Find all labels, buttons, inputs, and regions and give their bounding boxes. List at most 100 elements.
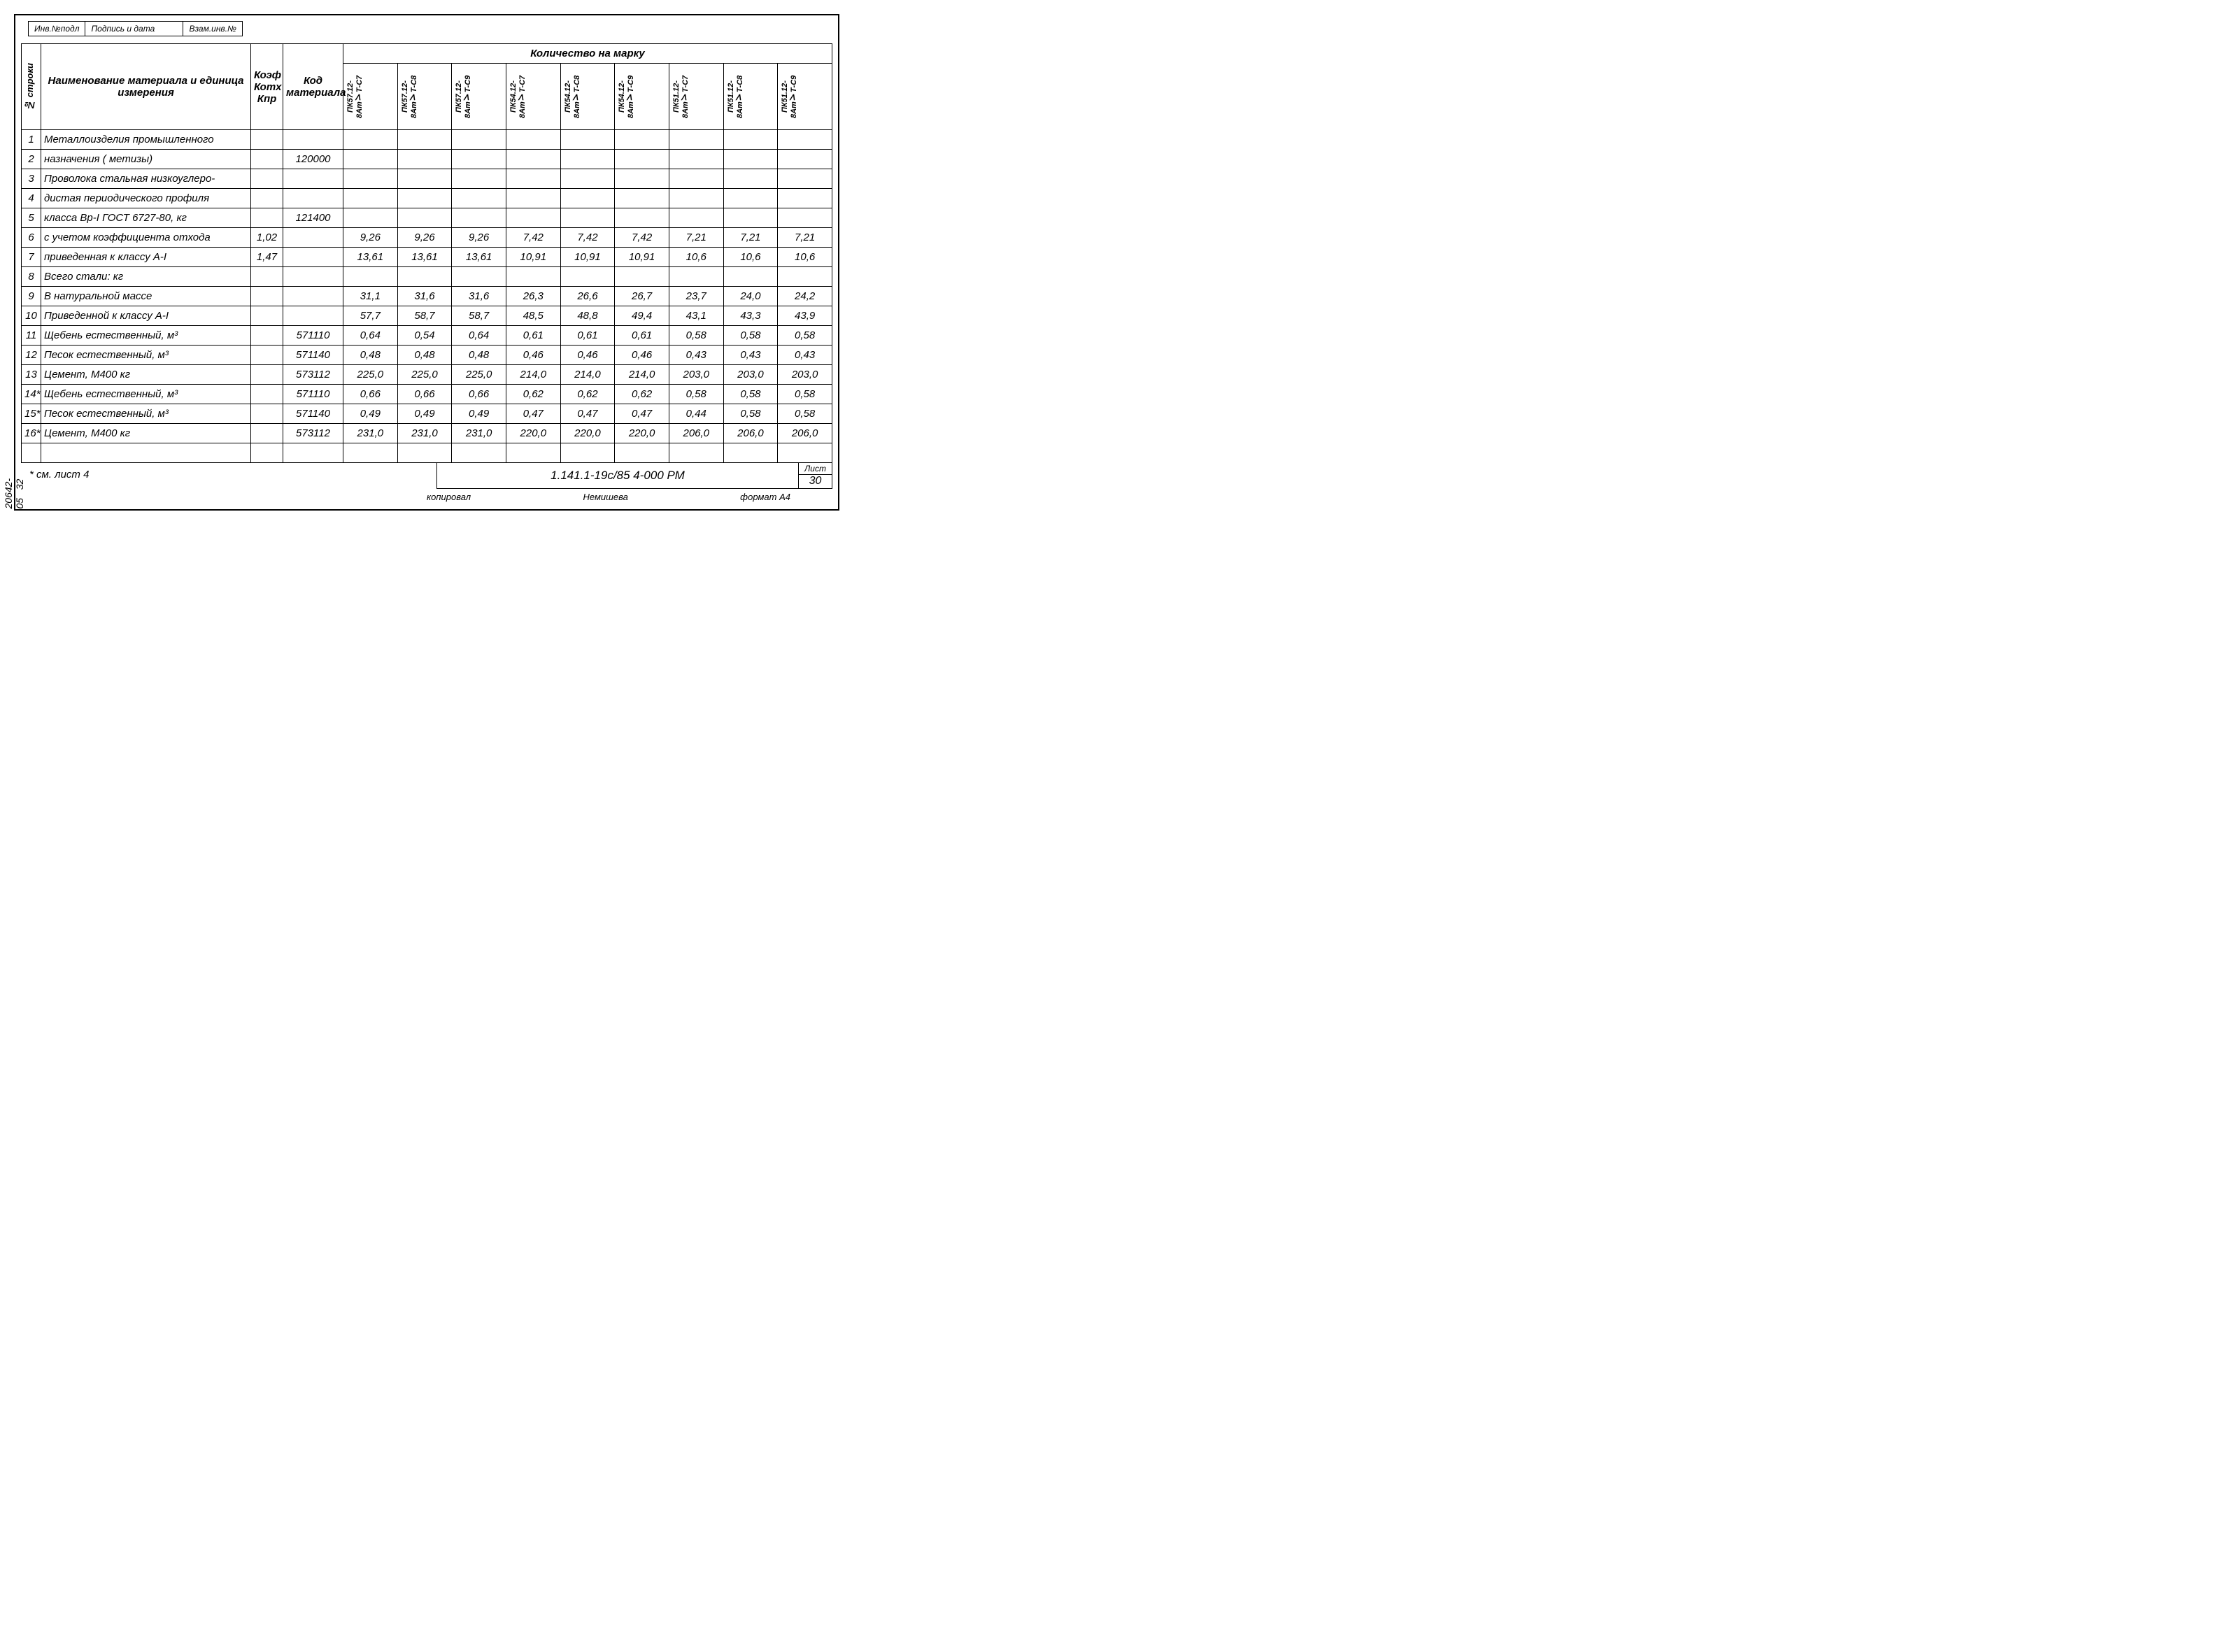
row-koef [251, 130, 283, 150]
row-qty-3 [506, 169, 560, 189]
row-qty-6 [669, 208, 723, 228]
table-row: 15*Песок естественный, м³5711400,490,490… [22, 404, 832, 424]
row-num: 15* [22, 404, 41, 424]
row-qty-3 [506, 130, 560, 150]
row-qty-3: 220,0 [506, 424, 560, 443]
row-kod: 120000 [283, 150, 343, 169]
row-qty-5 [615, 150, 669, 169]
row-qty-5: 0,47 [615, 404, 669, 424]
row-name: Цемент, М400 кг [41, 424, 251, 443]
row-num: 8 [22, 267, 41, 287]
row-qty-5: 49,4 [615, 306, 669, 326]
row-name: класса Вр-I ГОСТ 6727-80, кг [41, 208, 251, 228]
row-qty-1: 231,0 [397, 424, 452, 443]
row-qty-2: 0,64 [452, 326, 506, 346]
table-row: 7приведенная к классу А-I1,4713,6113,611… [22, 248, 832, 267]
row-qty-1 [397, 267, 452, 287]
row-qty-8 [778, 169, 832, 189]
row-koef [251, 208, 283, 228]
row-qty-0: 231,0 [343, 424, 398, 443]
header-mark-5: ПК54.12-8АтⅤТ-С9 [615, 64, 669, 130]
row-qty-0 [343, 443, 398, 463]
row-num: 3 [22, 169, 41, 189]
table-row: 10Приведенной к классу А-I57,758,758,748… [22, 306, 832, 326]
row-qty-0 [343, 208, 398, 228]
row-qty-6: 0,43 [669, 346, 723, 365]
row-name: Проволока стальная низкоуглеро- [41, 169, 251, 189]
row-qty-3: 0,62 [506, 385, 560, 404]
row-qty-8 [778, 443, 832, 463]
row-koef: 1,47 [251, 248, 283, 267]
row-qty-4 [560, 130, 615, 150]
row-num: 5 [22, 208, 41, 228]
row-qty-5 [615, 443, 669, 463]
table-row: 12Песок естественный, м³5711400,480,480,… [22, 346, 832, 365]
row-kod: 573112 [283, 365, 343, 385]
footer-row: * см. лист 4 1.141.1-19с/85 4-000 РМ Лис… [21, 462, 832, 489]
row-kod: 571140 [283, 346, 343, 365]
bottom-name: Немишева [583, 492, 627, 502]
row-qty-0 [343, 150, 398, 169]
row-qty-2: 0,48 [452, 346, 506, 365]
row-qty-3: 7,42 [506, 228, 560, 248]
row-name: Песок естественный, м³ [41, 404, 251, 424]
row-qty-3: 0,46 [506, 346, 560, 365]
row-qty-2 [452, 130, 506, 150]
row-qty-2 [452, 150, 506, 169]
row-kod [283, 287, 343, 306]
bottom-format: формат А4 [740, 492, 790, 502]
row-qty-3: 48,5 [506, 306, 560, 326]
row-qty-5: 7,42 [615, 228, 669, 248]
row-koef [251, 346, 283, 365]
row-qty-8: 10,6 [778, 248, 832, 267]
row-kod [283, 189, 343, 208]
row-qty-6: 0,58 [669, 326, 723, 346]
header-mark-8: ПК51.12-8АтⅤТ-С9 [778, 64, 832, 130]
row-qty-8 [778, 130, 832, 150]
row-koef [251, 365, 283, 385]
row-qty-1: 58,7 [397, 306, 452, 326]
header-mark-7: ПК51.12-8АтⅤТ-С8 [723, 64, 778, 130]
row-koef [251, 169, 283, 189]
row-name: дистая периодического профиля [41, 189, 251, 208]
row-qty-4 [560, 189, 615, 208]
row-num: 11 [22, 326, 41, 346]
row-qty-0: 0,66 [343, 385, 398, 404]
row-qty-7: 7,21 [723, 228, 778, 248]
row-name: Металлоизделия промышленного [41, 130, 251, 150]
table-row: 14*Щебень естественный, м³5711100,660,66… [22, 385, 832, 404]
row-qty-4 [560, 267, 615, 287]
row-qty-1 [397, 443, 452, 463]
row-kod: 571110 [283, 385, 343, 404]
row-qty-2: 58,7 [452, 306, 506, 326]
row-qty-6 [669, 189, 723, 208]
row-kod [283, 306, 343, 326]
row-qty-0 [343, 130, 398, 150]
row-qty-6 [669, 443, 723, 463]
document-page: 20642-05 32 Инв.№подл Подпись и дата Вза… [14, 14, 839, 511]
row-qty-5: 26,7 [615, 287, 669, 306]
row-kod: 571140 [283, 404, 343, 424]
row-qty-5: 220,0 [615, 424, 669, 443]
table-row: 16*Цемент, М400 кг573112231,0231,0231,02… [22, 424, 832, 443]
table-row: 2назначения ( метизы)120000 [22, 150, 832, 169]
row-qty-7 [723, 169, 778, 189]
row-kod [283, 267, 343, 287]
row-qty-7 [723, 189, 778, 208]
row-qty-3 [506, 189, 560, 208]
bottom-kopiroval: копировал [427, 492, 471, 502]
row-num: 1 [22, 130, 41, 150]
row-qty-0: 0,48 [343, 346, 398, 365]
row-qty-6: 0,58 [669, 385, 723, 404]
row-qty-3: 0,61 [506, 326, 560, 346]
row-num: 6 [22, 228, 41, 248]
row-qty-4: 220,0 [560, 424, 615, 443]
top-stamps: Инв.№подл Подпись и дата Взам.инв.№ [28, 21, 832, 36]
table-row [22, 443, 832, 463]
table-row: 8Всего стали: кг [22, 267, 832, 287]
table-row: 4дистая периодического профиля [22, 189, 832, 208]
row-qty-6: 10,6 [669, 248, 723, 267]
row-num: 10 [22, 306, 41, 326]
row-qty-7: 43,3 [723, 306, 778, 326]
row-qty-7 [723, 208, 778, 228]
